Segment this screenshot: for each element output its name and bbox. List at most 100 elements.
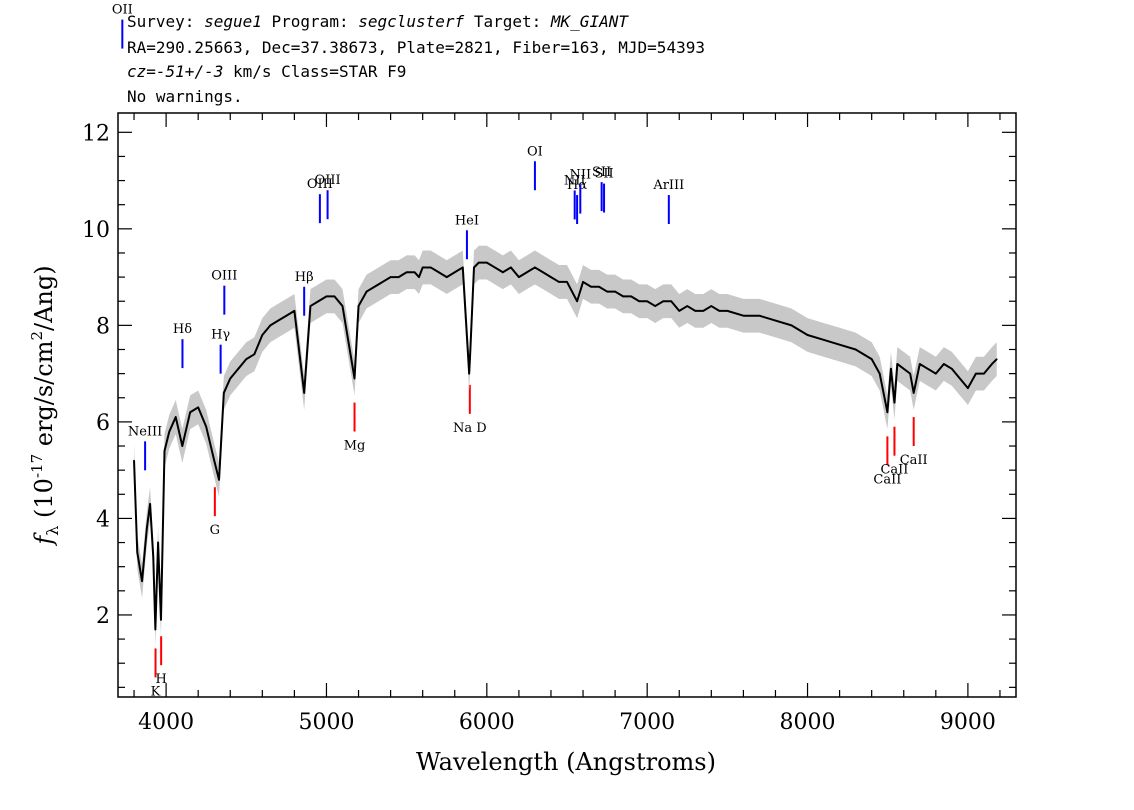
spectrum-point	[317, 300, 320, 303]
emission-line-label: Hα	[567, 178, 587, 193]
spectrum-point	[806, 334, 809, 336]
emission-line-label: SII	[594, 167, 613, 182]
spectrum-point	[975, 372, 977, 375]
spectrum-point	[349, 353, 352, 356]
emission-line-label: NII	[569, 168, 591, 183]
spectrum-point	[598, 285, 600, 288]
spectrum-point	[478, 261, 480, 264]
spectrum-point	[893, 401, 896, 404]
header-line-3: cz=-51+/-3 km/s Class=STAR F9	[127, 62, 407, 81]
spectrum-point	[959, 377, 961, 380]
emission-line-label: Hβ	[295, 270, 314, 285]
spectrum-point	[445, 276, 448, 278]
spectrum-line	[133, 261, 998, 631]
spectrum-point	[886, 411, 889, 414]
spectrum-point	[189, 411, 191, 414]
spectrum-point	[870, 358, 873, 360]
spectrum-point	[854, 348, 857, 351]
spectrum-point	[838, 343, 841, 346]
y-axis-title-text: fλ (10-17 erg/s/cm2/Ang)	[28, 265, 62, 546]
spectrum-point	[878, 372, 881, 375]
x-tick-label: 6000	[459, 710, 515, 735]
emission-line-label: OIII	[211, 269, 237, 284]
absorption-line-label: H	[155, 672, 166, 687]
absorption-line-label: CaII	[873, 472, 901, 487]
absorption-line-label: CaII	[900, 453, 928, 468]
emission-line-label: OI	[527, 144, 543, 159]
spectrum-point	[991, 363, 993, 365]
spectrum-point	[654, 305, 656, 307]
spectrum-point	[136, 551, 139, 554]
chart-axes: 4000 5000 6000 7000 8000 9000 2 4 6 8 10 12	[82, 112, 1017, 735]
spectrum-point	[526, 271, 528, 274]
spectrum-point	[237, 368, 240, 370]
spectrum-point	[413, 271, 416, 274]
spectrum-point	[261, 334, 264, 336]
y-tick-label: 10	[82, 218, 110, 243]
spectrum-point	[662, 300, 665, 303]
spectrum-point	[453, 271, 456, 274]
spectrum-point	[606, 290, 608, 293]
spectrum-point	[550, 276, 552, 278]
spectrum-point	[468, 372, 470, 375]
spectrum-point	[896, 363, 899, 365]
spectrum-point	[325, 295, 328, 298]
spectrum-point	[995, 358, 998, 360]
spectrum-point	[494, 266, 496, 269]
y-tick-label: 6	[96, 411, 110, 436]
x-tick-label: 4000	[138, 710, 194, 735]
spectrum-point	[160, 618, 162, 621]
spectrum-point	[223, 392, 225, 394]
x-tick-label: 5000	[298, 710, 354, 735]
spectrum-point	[133, 459, 135, 462]
spectrum-point	[181, 445, 184, 447]
spectrum-point	[918, 363, 921, 365]
spectrum-point	[357, 305, 360, 307]
header-line-2: RA=290.25663, Dec=37.38673, Plate=2821, …	[127, 38, 705, 57]
spectrum-point	[670, 300, 673, 303]
spectrum-point	[758, 314, 761, 317]
spectrum-point	[912, 392, 915, 394]
spectrum-point	[333, 295, 336, 298]
spectrum-point	[341, 305, 344, 307]
spectrum-point	[582, 281, 584, 283]
emission-line-label: OIII	[307, 177, 333, 192]
spectrum-point	[146, 527, 148, 529]
emission-line-label: HeI	[455, 213, 479, 228]
spectrum-point	[890, 368, 892, 370]
spectrum-point	[405, 271, 408, 274]
spectrum-point	[935, 372, 937, 375]
spectrum-point	[614, 290, 616, 293]
spectrum-point	[622, 295, 624, 298]
spectrum-point	[213, 459, 216, 462]
spectrum-point	[774, 319, 777, 322]
spectrum-point	[253, 353, 256, 356]
spectrum-point	[269, 324, 272, 327]
emission-line-label: ArIII	[652, 178, 684, 193]
spectrum-point	[397, 276, 400, 278]
spectrum-point	[983, 372, 985, 375]
header-line-1: Survey: segue1 Program: segclusterf Targ…	[127, 12, 628, 31]
emission-line-label: OIII	[315, 173, 341, 188]
spectrum-point	[686, 305, 689, 307]
spectrum-point	[429, 266, 432, 269]
spectrum-point	[205, 425, 207, 428]
spectrum-point	[461, 266, 464, 269]
spectrum-point	[437, 271, 440, 274]
y-tick-label: 4	[96, 507, 110, 532]
spectrum-point	[902, 368, 905, 370]
spectrum-point	[927, 368, 929, 370]
x-tick-label: 8000	[780, 710, 836, 735]
spectrum-point	[909, 372, 911, 375]
emission-line-label: SII	[592, 165, 611, 180]
absorption-line-label: K	[151, 684, 161, 699]
spectrum-point	[590, 285, 592, 288]
spectrum-point	[486, 261, 488, 264]
spectrum-error-band	[134, 245, 997, 647]
spectrum-point	[742, 314, 745, 317]
spectrum-point	[168, 430, 171, 433]
spectrum-point	[510, 266, 512, 269]
spectrum-point	[951, 368, 953, 370]
